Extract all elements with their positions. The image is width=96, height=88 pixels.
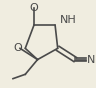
Text: NH: NH bbox=[60, 15, 77, 25]
Text: O: O bbox=[14, 43, 23, 53]
Text: O: O bbox=[30, 3, 38, 13]
Text: N: N bbox=[87, 55, 95, 65]
